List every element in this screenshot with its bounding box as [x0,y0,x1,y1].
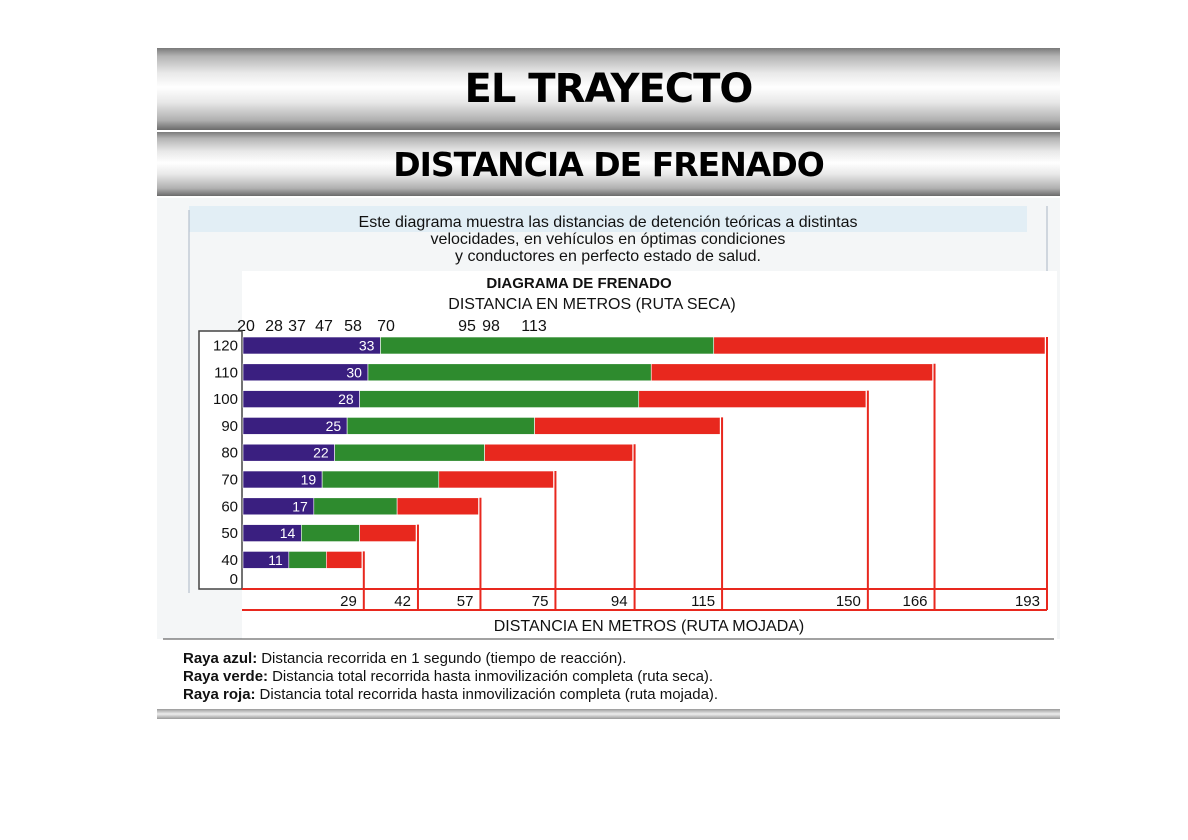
speed-label-110: 110 [214,364,238,381]
slide-subtitle: DISTANCIA DE FRENADO [393,144,825,184]
speed-axis-box [198,330,243,590]
legend-red: Raya roja: Distancia total recorrida hast… [183,686,718,703]
dry-tick-98: 98 [482,318,500,335]
wet-tick-166: 166 [902,593,927,610]
wet-tick-42: 42 [394,593,411,610]
dry-tick-labels: 20 28 37 47 58 70 95 98 113 [237,318,547,335]
legend-red-text: Distancia total recorrida hasta inmovili… [260,686,719,703]
dry-tick-95: 95 [458,318,476,335]
wet-tick-75: 75 [532,593,549,610]
bar-label-50: 14 [280,525,296,541]
wet-axis-label: DISTANCIA EN METROS (RUTA MOJADA) [494,618,805,635]
title-band: EL TRAYECTO [157,48,1060,130]
legend-green: Raya verde: Distancia total recorrida has… [183,668,713,685]
bar-red-60 [396,497,481,516]
intro-line-2: velocidades, en vehículos en óptimas con… [431,231,786,248]
legend-red-term: Raya roja: [183,686,256,703]
legend-green-term: Raya verde: [183,668,268,685]
dry-tick-70: 70 [377,318,395,335]
wet-tick-150: 150 [836,593,861,610]
bar-label-100: 28 [338,391,354,407]
bar-label-40: 11 [268,552,283,568]
speed-label-zero: 0 [230,571,238,588]
dry-tick-47: 47 [315,318,333,335]
bar-green-40 [288,551,327,569]
wet-tick-115: 115 [691,593,715,610]
bar-label-120: 33 [359,338,375,354]
speed-label-50: 50 [221,525,238,542]
bar-red-110 [650,363,935,382]
intro-line-1: Este diagrama muestra las distancias de … [359,214,858,231]
legend-green-text: Distancia total recorrida hasta inmovili… [272,668,713,685]
braking-chart: Este diagrama muestra las distancias de … [157,198,1060,709]
speed-label-120: 120 [213,338,238,355]
speed-label-90: 90 [221,418,238,435]
slide-title: EL TRAYECTO [464,66,754,112]
wet-tick-labels: 29 42 57 75 94 115 150 166 193 [340,593,1040,610]
legend-background [157,639,1060,709]
dry-tick-58: 58 [344,318,362,335]
legend-blue-text: Distancia recorrida en 1 segundo (tiempo… [261,650,626,667]
dry-axis-label: DISTANCIA EN METROS (RUTA SECA) [448,296,735,313]
dry-tick-28: 28 [265,318,283,335]
bar-red-90 [534,417,723,435]
speed-label-80: 80 [221,445,238,462]
speed-labels: 120 110 100 90 80 70 60 50 40 [213,338,238,569]
bar-green-100 [359,390,640,408]
dry-tick-37: 37 [288,318,306,335]
chart-title: DIAGRAMA DE FRENADO [486,275,672,292]
wet-tick-57: 57 [457,593,474,610]
bar-red-120 [713,336,1048,355]
bar-red-80 [484,443,635,462]
bar-label-70: 19 [301,472,317,488]
dry-tick-113: 113 [521,318,547,335]
bar-red-70 [438,470,556,489]
wet-tick-94: 94 [611,593,628,610]
bar-label-80: 22 [313,445,329,461]
speed-label-100: 100 [213,391,238,408]
bar-red-40 [326,551,365,569]
bar-green-120 [380,336,715,355]
speed-label-60: 60 [221,498,238,515]
wet-tick-193: 193 [1015,593,1040,610]
subtitle-band: DISTANCIA DE FRENADO [157,132,1060,196]
header-tint [189,206,1027,232]
bar-green-60 [313,497,398,516]
bar-label-90: 25 [326,418,342,434]
bar-red-100 [638,390,869,408]
bar-green-80 [334,443,485,462]
bar-green-70 [321,470,440,489]
bar-green-110 [367,363,652,382]
bar-label-60: 17 [292,498,308,514]
speed-label-40: 40 [221,552,238,569]
intro-line-3: y conductores en perfecto estado de salu… [455,248,761,265]
bar-green-50 [301,524,360,542]
legend-blue: Raya azul: Distancia recorrida en 1 segun… [183,650,626,667]
bar-label-110: 30 [346,364,362,380]
bar-red-50 [359,524,419,542]
red-leader-lines [361,337,1048,610]
legend-blue-term: Raya azul: [183,650,257,667]
bars: 33 30 28 25 22 19 17 14 11 [242,336,1048,569]
chart-panel: Este diagrama muestra las distancias de … [157,198,1060,709]
bar-green-90 [346,417,535,435]
bottom-rule [157,709,1060,719]
wet-tick-29: 29 [340,593,357,610]
speed-label-70: 70 [221,472,238,489]
